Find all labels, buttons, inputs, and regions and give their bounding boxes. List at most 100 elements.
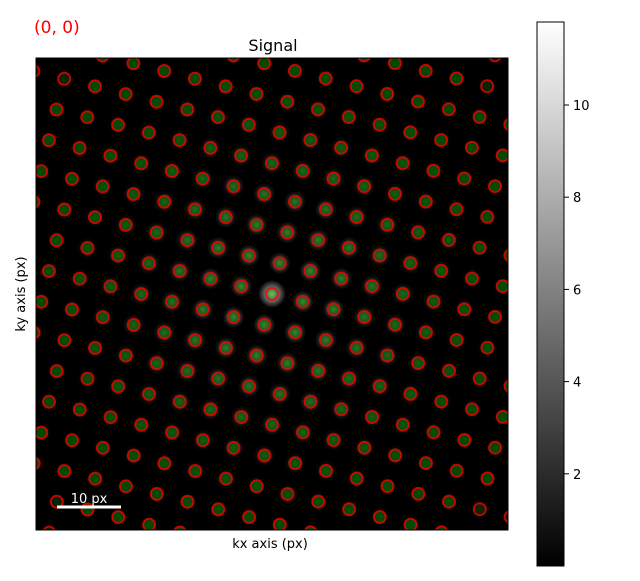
peak-marker	[134, 156, 149, 171]
colorbar	[536, 21, 565, 567]
peak-marker	[103, 279, 118, 294]
peak-marker	[334, 140, 349, 155]
peak-marker	[80, 371, 95, 386]
peak-marker	[103, 148, 118, 163]
peak-marker	[226, 58, 240, 63]
peak-marker	[49, 364, 64, 379]
colorbar-tick-label: 2	[573, 468, 581, 483]
peak-marker	[126, 448, 141, 463]
peak-marker	[426, 294, 441, 309]
peak-marker	[287, 63, 302, 78]
colorbar-tick-label: 8	[573, 191, 581, 206]
peak-marker	[211, 502, 226, 517]
peak-marker	[372, 117, 387, 132]
peak-marker	[503, 510, 508, 524]
peak-marker	[211, 110, 225, 125]
peak-marker	[111, 510, 126, 525]
peak-marker	[149, 94, 164, 109]
peak-marker	[488, 58, 502, 63]
peak-marker	[195, 302, 210, 317]
peak-marker	[495, 409, 508, 424]
peak-marker	[180, 494, 195, 509]
diffraction-spot	[353, 58, 375, 67]
peak-marker	[395, 417, 410, 432]
peak-marker	[141, 125, 156, 140]
colorbar-tick-label: 6	[573, 283, 581, 298]
peak-marker	[126, 187, 141, 202]
peak-marker	[418, 63, 433, 78]
peak-marker	[172, 394, 187, 409]
diffraction-spot	[467, 529, 477, 530]
peak-marker	[241, 117, 256, 132]
peak-marker	[134, 287, 149, 302]
peak-marker	[480, 340, 495, 355]
peak-marker	[334, 402, 349, 417]
peak-marker	[36, 326, 41, 340]
peak-marker	[118, 217, 133, 232]
peak-marker	[380, 479, 395, 494]
peak-marker	[111, 117, 126, 132]
peak-marker	[303, 394, 318, 409]
peak-marker	[180, 102, 195, 117]
peak-marker	[195, 171, 210, 186]
diffraction-spot	[499, 113, 508, 136]
chart-title: Signal	[248, 36, 297, 55]
peak-marker	[57, 71, 72, 86]
peak-marker	[95, 310, 110, 325]
peak-marker	[66, 42, 78, 54]
peak-marker	[203, 402, 218, 417]
coordinate-readout: (0, 0)	[34, 18, 80, 38]
diffraction-spot	[91, 58, 114, 67]
diffraction-spot	[67, 58, 77, 59]
peak-marker	[65, 433, 80, 448]
peak-marker	[180, 233, 195, 248]
peak-marker	[257, 448, 272, 463]
peak-marker	[172, 133, 187, 148]
peak-marker	[311, 494, 326, 509]
peak-marker	[103, 410, 118, 425]
peak-marker	[395, 286, 410, 301]
diffraction-spot	[499, 506, 508, 528]
peak-marker	[241, 248, 256, 263]
peak-marker	[36, 195, 41, 209]
peak-marker	[157, 64, 172, 78]
peak-marker	[395, 156, 410, 171]
peak-marker	[119, 479, 133, 494]
peak-marker	[88, 341, 103, 355]
peak-marker	[57, 333, 72, 348]
peak-marker	[211, 240, 226, 255]
peak-marker	[480, 79, 495, 94]
peak-marker	[118, 87, 133, 102]
peak-marker	[295, 294, 310, 309]
peak-marker	[172, 264, 187, 278]
peak-marker	[418, 194, 433, 209]
diffraction-spot	[468, 498, 491, 521]
peak-marker	[65, 302, 79, 317]
peak-marker	[342, 371, 356, 386]
peak-marker	[357, 58, 371, 63]
peak-marker	[318, 333, 333, 348]
peak-marker	[36, 64, 41, 78]
peak-marker	[203, 271, 218, 286]
plot-frame	[35, 57, 509, 531]
peak-marker	[188, 464, 203, 478]
peak-marker	[149, 356, 164, 371]
peak-marker	[372, 248, 387, 263]
peak-marker	[326, 171, 341, 186]
peak-marker	[503, 379, 508, 393]
peak-marker	[187, 71, 202, 86]
peak-marker	[434, 133, 449, 148]
peak-marker	[304, 525, 318, 530]
peak-marker	[388, 317, 403, 332]
peak-marker	[226, 440, 241, 455]
peak-marker	[272, 256, 287, 271]
peak-marker	[380, 348, 395, 363]
peak-marker	[449, 463, 464, 478]
peak-marker	[365, 410, 380, 424]
peak-marker	[242, 379, 256, 394]
peak-marker	[434, 263, 449, 278]
y-axis-label: ky axis (px)	[14, 256, 29, 331]
peak-marker	[318, 71, 333, 86]
peak-marker	[272, 517, 287, 530]
